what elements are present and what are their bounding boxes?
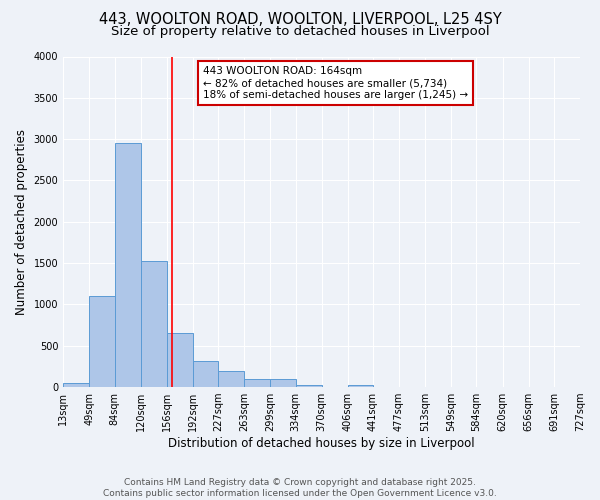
Bar: [270, 379, 296, 387]
Bar: [218, 370, 244, 387]
Bar: [347, 386, 373, 387]
Text: Size of property relative to detached houses in Liverpool: Size of property relative to detached ho…: [110, 25, 490, 38]
Bar: [193, 360, 218, 387]
Y-axis label: Number of detached properties: Number of detached properties: [15, 129, 28, 315]
Text: 443 WOOLTON ROAD: 164sqm
← 82% of detached houses are smaller (5,734)
18% of sem: 443 WOOLTON ROAD: 164sqm ← 82% of detach…: [203, 66, 468, 100]
Text: 443, WOOLTON ROAD, WOOLTON, LIVERPOOL, L25 4SY: 443, WOOLTON ROAD, WOOLTON, LIVERPOOL, L…: [98, 12, 502, 28]
Bar: [89, 296, 115, 387]
Bar: [244, 379, 270, 387]
Bar: [63, 383, 89, 387]
X-axis label: Distribution of detached houses by size in Liverpool: Distribution of detached houses by size …: [168, 437, 475, 450]
Bar: [167, 334, 193, 387]
Bar: [115, 144, 140, 387]
Bar: [296, 384, 322, 387]
Bar: [140, 260, 167, 387]
Text: Contains HM Land Registry data © Crown copyright and database right 2025.
Contai: Contains HM Land Registry data © Crown c…: [103, 478, 497, 498]
